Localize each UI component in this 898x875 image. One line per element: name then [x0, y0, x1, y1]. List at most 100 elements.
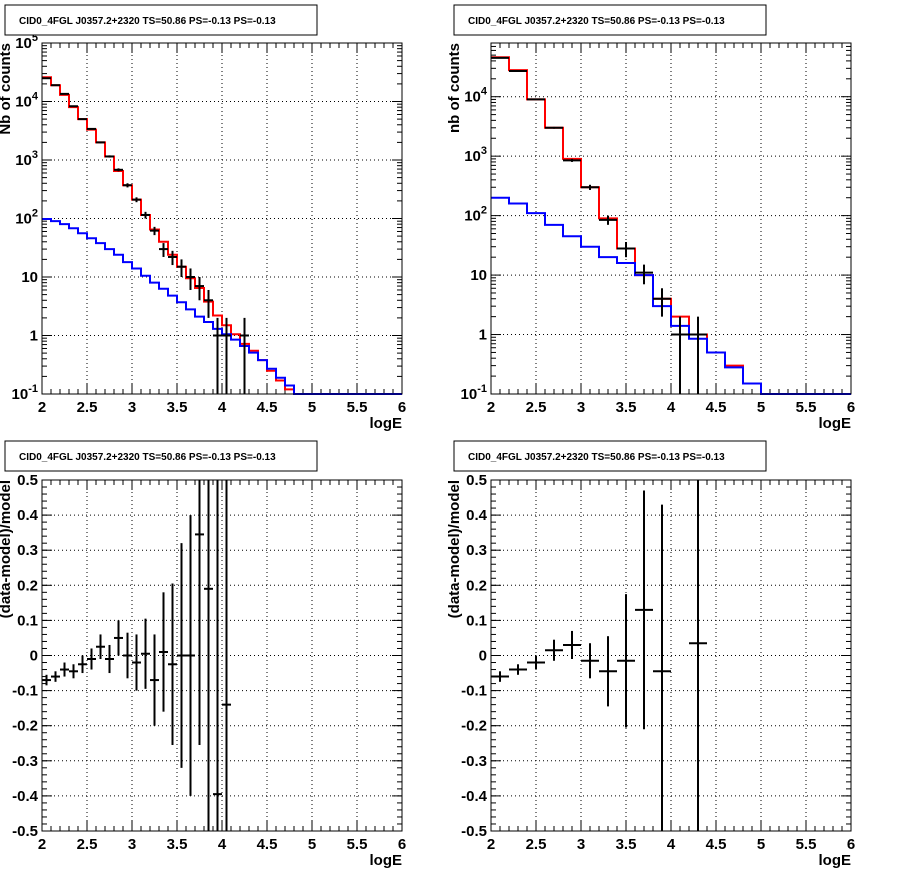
title-box: [4, 4, 318, 36]
tick-label: -0.1: [12, 683, 38, 700]
data-point: [150, 226, 159, 236]
tick-label: 0.1: [466, 612, 487, 629]
chart-3: 2 2.5 3 3.5 4 4.5 5 5.5 6 -0.5 -0.4 -0.3 -0.2 -0.1 0 0.…: [0, 440, 406, 869]
data-point: [105, 155, 114, 158]
tick-label: 10: [21, 269, 38, 286]
tick-label: 2: [487, 399, 495, 416]
data-point: [509, 664, 527, 675]
tick-label: 1: [479, 327, 487, 344]
x-axis-title: logE: [819, 415, 852, 432]
title-box: [4, 440, 318, 472]
data-point: [563, 630, 581, 660]
tick-label: 0: [30, 648, 38, 665]
chart-title: CID0_4FGL J0357.2+2320 TS=50.86 PS=-0.13…: [19, 16, 276, 27]
tick-label: 4.5: [706, 399, 727, 416]
data-point: [42, 77, 51, 80]
tick-label: -0.2: [12, 718, 38, 735]
data-point: [195, 480, 204, 746]
data-point: [60, 662, 69, 677]
tick-label: 0.4: [17, 507, 39, 524]
tick-label: 0.5: [17, 472, 38, 489]
data-point: [509, 70, 527, 73]
tick-label: 10-1: [12, 383, 38, 403]
tick-label: 2.5: [77, 836, 98, 853]
tick-label: -0.2: [461, 718, 487, 735]
data-point: [123, 632, 132, 679]
plot-frame: [490, 42, 852, 395]
tick-label: 104: [15, 91, 39, 111]
data-point: [42, 674, 51, 686]
plot-frame: [41, 42, 403, 395]
chart-1: 2 2.5 3 3.5 4 4.5 5 5.5 6 10-1 1 10 102 103 104 105 logE…: [0, 4, 406, 432]
tick-label: 0.2: [17, 577, 38, 594]
tick-label: 6: [398, 399, 406, 416]
data-point: [78, 655, 87, 674]
data-point: [132, 197, 141, 203]
data-point: [141, 211, 150, 219]
data-point: [671, 316, 689, 394]
tick-label: 3: [577, 399, 585, 416]
tick-label: 5.5: [796, 836, 817, 853]
data-point: [150, 634, 159, 726]
tick-label: 4.5: [706, 836, 727, 853]
data-point: [599, 215, 617, 225]
data-point: [60, 92, 69, 95]
data-point: [168, 250, 177, 266]
tick-label: 10: [470, 267, 487, 284]
data-point: [527, 98, 545, 101]
tick-label: 5.5: [347, 836, 368, 853]
y-axis-title: (data-model)/model: [0, 480, 14, 618]
tick-label: 3: [128, 836, 136, 853]
data-point: [87, 127, 96, 130]
data-point: [51, 671, 60, 682]
tick-label: 5.5: [796, 399, 817, 416]
data-point: [222, 317, 231, 394]
data-point: [159, 592, 168, 712]
tick-label: -0.4: [461, 788, 488, 805]
tick-label: 3.5: [616, 399, 637, 416]
tick-label: 4.5: [257, 399, 278, 416]
tick-label: 2.5: [526, 399, 547, 416]
tick-label: -0.5: [12, 823, 38, 840]
chart-4: 2 2.5 3 3.5 4 4.5 5 5.5 6 -0.5 -0.4 -0.3 -0.2 -0.1 0 0.…: [446, 440, 855, 869]
tick-label: 3: [577, 836, 585, 853]
data-point: [105, 644, 114, 674]
data-point: [653, 504, 671, 831]
data-point: [213, 480, 222, 831]
data-point: [159, 243, 168, 257]
data-point: [177, 543, 186, 768]
tick-label: 4: [218, 399, 227, 416]
tick-label: -0.1: [461, 683, 487, 700]
tick-label: 2: [38, 836, 46, 853]
data-point: [123, 183, 132, 188]
tick-label: 4: [218, 836, 227, 853]
tick-label: 5: [757, 836, 765, 853]
data-point: [87, 648, 96, 670]
tick-label: 102: [464, 205, 487, 225]
tick-label: 102: [15, 208, 38, 228]
data-point: [545, 639, 563, 661]
data-point: [689, 316, 707, 394]
tick-label: 105: [15, 32, 38, 52]
data-point: [204, 480, 213, 831]
tick-label: 1: [30, 328, 38, 345]
data-point: [141, 618, 150, 689]
tick-label: 6: [398, 836, 406, 853]
data-point: [563, 158, 581, 162]
tick-label: 0.5: [466, 472, 487, 489]
tick-label: 3.5: [167, 399, 188, 416]
tick-label: 2: [38, 399, 46, 416]
data-point: [114, 620, 123, 656]
tick-label: 104: [464, 86, 488, 106]
tick-label: 6: [847, 836, 855, 853]
tick-label: -0.5: [461, 823, 487, 840]
data-point: [132, 634, 141, 691]
data-point: [635, 490, 653, 730]
data-point: [545, 126, 563, 129]
tick-label: 0.2: [466, 577, 487, 594]
tick-label: 4: [667, 399, 676, 416]
series-line-blue: [491, 196, 851, 395]
y-axis-title: nb of counts: [446, 43, 463, 133]
x-axis-title: logE: [819, 852, 852, 869]
